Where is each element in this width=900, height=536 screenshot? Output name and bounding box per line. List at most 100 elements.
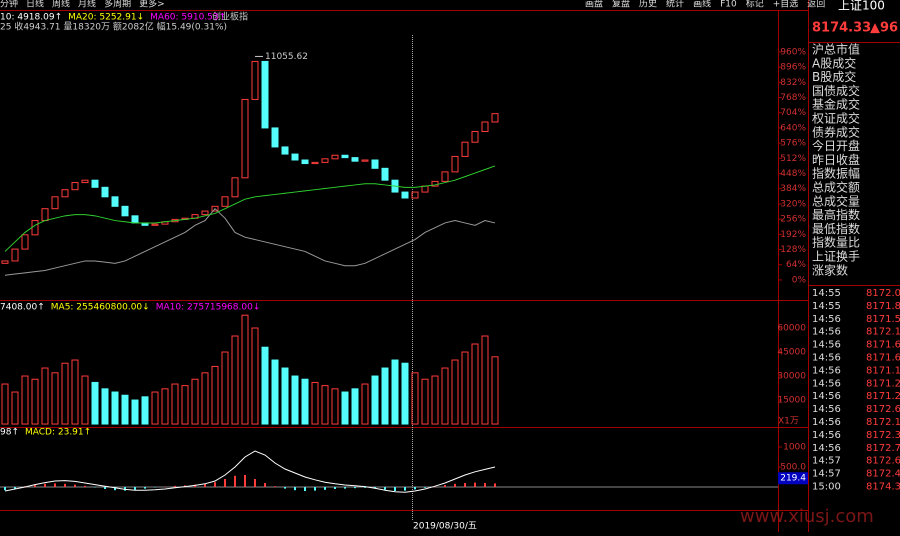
trade-price: 8172.3 xyxy=(866,430,900,441)
candle xyxy=(101,186,109,198)
toolbar-button[interactable]: 标记 xyxy=(746,0,764,10)
date: 2019/08/30/五 xyxy=(413,522,477,532)
candle xyxy=(271,127,279,148)
volume-bar xyxy=(431,375,439,425)
marker-box xyxy=(778,472,808,485)
volume-bar xyxy=(161,388,169,425)
candle xyxy=(481,121,489,132)
toolbar-button[interactable]: +自选 xyxy=(773,0,799,10)
candle xyxy=(471,130,479,143)
y-tick-label: 256% xyxy=(780,215,806,225)
volume-bar xyxy=(201,372,209,425)
trade-time: 14:56 xyxy=(812,365,841,376)
volume-bar xyxy=(261,346,269,425)
toolbar-button[interactable]: 画盘 xyxy=(585,0,603,10)
quote-field: B股成交 xyxy=(812,69,856,84)
toolbar-button[interactable]: 分钟 xyxy=(0,0,18,10)
candle xyxy=(151,223,159,226)
candle xyxy=(491,113,499,123)
quote-field: 指数量比 xyxy=(812,235,860,250)
trade-time: 14:57 xyxy=(812,456,841,467)
trade-time: 14:56 xyxy=(812,404,841,415)
y-tick-label: 320% xyxy=(780,199,806,209)
volume-bar xyxy=(181,385,189,425)
y-tick-label: 60000 xyxy=(777,324,806,334)
volume-bar xyxy=(441,367,449,425)
quote-field: 基金成交 xyxy=(812,97,860,112)
trade-price: 8172.1 xyxy=(866,327,900,338)
candle xyxy=(131,215,139,224)
toolbar-button[interactable]: 更多> xyxy=(139,0,165,10)
toolbar-button[interactable]: 返回 xyxy=(807,0,825,10)
y-tick-label: 576% xyxy=(780,139,806,149)
toolbar-button[interactable]: F10 xyxy=(720,0,737,10)
legend-entry: 10: 4918.09↑ xyxy=(0,13,62,23)
volume-bar xyxy=(121,394,129,425)
candle xyxy=(241,98,249,179)
quote-field: 今日开盘 xyxy=(812,138,860,153)
candle xyxy=(11,248,19,262)
legend-entry: 7408.00↑ xyxy=(0,303,45,313)
quote-field: 指数振幅 xyxy=(812,166,860,181)
candle xyxy=(91,179,99,188)
candle xyxy=(211,205,219,212)
unit-label: X1万 xyxy=(778,417,799,427)
legend-entry: MA5: 255460800.00↓ xyxy=(51,303,150,313)
trade-price: 8172.6 xyxy=(866,404,900,415)
volume-bar xyxy=(481,335,489,425)
y-tick-label: 960% xyxy=(780,47,806,57)
trade-price: 8171.6 xyxy=(866,353,900,364)
quote-field: 国债成交 xyxy=(812,83,860,98)
candle xyxy=(301,159,309,165)
quote-field: 昨日收盘 xyxy=(812,152,860,167)
trade-time: 14:55 xyxy=(812,301,841,312)
candle xyxy=(1,260,9,264)
y-tick-label: 768% xyxy=(780,93,806,103)
info: 25 收4943.71 量18320万 额2082亿 幅15.49(0.31%) xyxy=(0,21,227,33)
candle xyxy=(231,177,239,198)
volume-bar xyxy=(211,365,219,425)
toolbar-button[interactable]: 周线 xyxy=(52,0,70,10)
trade-time: 14:57 xyxy=(812,469,841,480)
toolbar-button[interactable]: 月线 xyxy=(78,0,96,10)
volume-bar xyxy=(401,362,409,425)
trade-time: 14:56 xyxy=(812,430,841,441)
toolbar-button[interactable]: 复盘 xyxy=(612,0,630,10)
toolbar-button[interactable]: 画线 xyxy=(693,0,711,10)
trade-time: 14:56 xyxy=(812,378,841,389)
toolbar-button[interactable]: 多周期 xyxy=(104,0,131,10)
toolbar-button[interactable]: 日线 xyxy=(26,0,44,10)
quote-change: ▲96 xyxy=(870,21,898,36)
trade-price: 8172.0 xyxy=(866,288,900,299)
trade-price: 8171.6 xyxy=(866,340,900,351)
toolbar-button[interactable]: 统计 xyxy=(666,0,684,10)
volume-bar xyxy=(21,375,29,425)
candle xyxy=(401,191,409,199)
volume-bar xyxy=(51,372,59,425)
volume-bar xyxy=(271,359,279,425)
y-tick-label: 0% xyxy=(792,275,807,285)
quote-field: 涨家数 xyxy=(812,262,848,277)
volume-bar xyxy=(111,391,119,425)
trade-price: 8171.5 xyxy=(866,314,900,325)
line xyxy=(4,207,496,276)
trade-time: 14:56 xyxy=(812,391,841,402)
volume-bar xyxy=(351,388,359,425)
volume-bar xyxy=(251,327,259,425)
volume-bar xyxy=(331,388,339,425)
volume-bar xyxy=(301,378,309,425)
volume-bar xyxy=(151,391,159,425)
volume-bar xyxy=(281,367,289,425)
volume-bar xyxy=(371,375,379,425)
y-tick-label: 64% xyxy=(786,260,806,270)
toolbar-button[interactable]: 历史 xyxy=(639,0,657,10)
index-label: 创业板指 xyxy=(212,11,248,23)
quote-field: A股成交 xyxy=(812,55,856,70)
trade-price: 8171.1 xyxy=(866,365,900,376)
y-tick-label: 384% xyxy=(780,184,806,194)
y-tick-label: 512% xyxy=(780,154,806,164)
trade-time: 14:56 xyxy=(812,353,841,364)
y-tick-label: 896% xyxy=(780,63,806,73)
y-tick-label: 832% xyxy=(780,78,806,88)
